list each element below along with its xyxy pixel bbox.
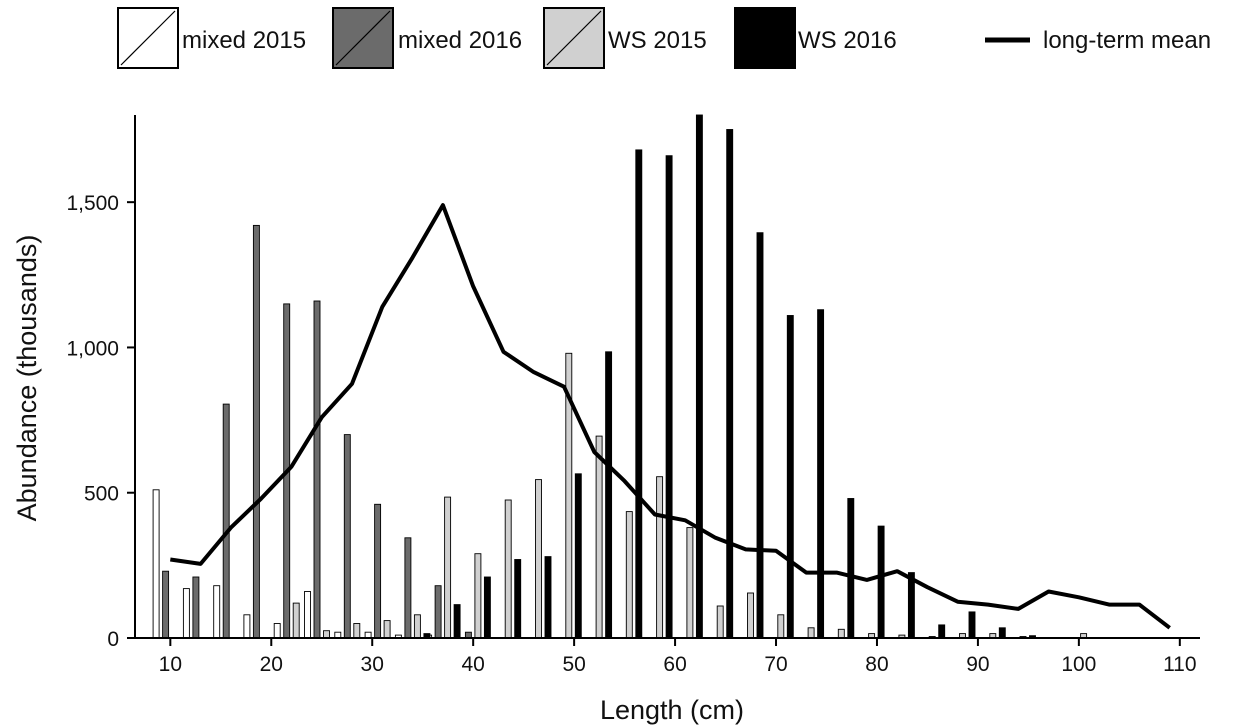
bar-ws-2016: [907, 572, 915, 639]
bar-mixed-2016: [434, 585, 442, 639]
y-axis-title: Abundance (thousands): [12, 235, 42, 522]
legend-item: mixed 2015: [117, 7, 306, 69]
series-line-long-term-mean: [170, 203, 1171, 630]
bar-ws-2016: [544, 556, 552, 639]
bar-ws-2015: [413, 614, 421, 639]
bar-ws-2015: [747, 592, 754, 639]
legend-swatch-diagonal: [546, 10, 602, 66]
bar-ws-2015: [716, 605, 724, 639]
x-tick-label: 20: [260, 653, 283, 676]
bar-ws-2016: [756, 232, 764, 639]
legend-label: mixed 2016: [398, 27, 522, 54]
bar-ws-2016: [695, 114, 703, 639]
legend-label: WS 2016: [798, 27, 897, 54]
plot-area: 10 20 30 40 50 60 70 80 90 100 110 0 500 1,000 1,500: [66, 114, 1200, 676]
bar-ws-2016: [635, 149, 643, 639]
bar-mixed-2016: [374, 503, 382, 639]
bar-ws-2016: [998, 627, 1006, 639]
y-tick-label: 1,500: [66, 192, 119, 215]
axes: 10 20 30 40 50 60 70 80 90 100 110 0 500 1,000 1,500: [66, 115, 1200, 676]
bar-mixed-2016: [252, 224, 260, 639]
bar-ws-2016: [514, 559, 522, 639]
bar-mixed-2016: [222, 403, 230, 639]
legend: mixed 2015 mixed 2016 WS 2015 WS 2016 long-t…: [117, 7, 1211, 69]
bar-mixed-2015: [152, 489, 160, 639]
bar-ws-2015: [353, 623, 361, 639]
bar-ws-2015: [686, 527, 694, 639]
x-tick-label: 80: [865, 653, 888, 676]
x-tick-label: 50: [562, 653, 585, 676]
line-layer: [170, 203, 1171, 630]
x-tick-label: 10: [159, 653, 182, 676]
legend-item: long-term mean: [985, 27, 1211, 54]
x-tick-label: 60: [663, 653, 686, 676]
y-tick-label: 500: [84, 483, 119, 506]
bar-ws-2016: [938, 624, 946, 639]
bar-ws-2016: [968, 611, 976, 639]
bar-ws-2016: [786, 315, 794, 639]
bar-mixed-2015: [273, 623, 281, 639]
x-tick-label: 70: [764, 653, 787, 676]
bar-ws-2015: [625, 511, 633, 639]
bar-ws-2016: [817, 309, 825, 639]
legend-swatch-diagonal: [335, 10, 391, 66]
bar-ws-2015: [535, 479, 542, 639]
x-axis-title: Length (cm): [600, 695, 744, 725]
bar-mixed-2015: [182, 588, 190, 639]
x-tick-label: 110: [1163, 653, 1196, 676]
legend-label: WS 2015: [608, 27, 707, 54]
legend-item: mixed 2016: [332, 7, 522, 69]
bar-ws-2016: [877, 525, 885, 639]
bar-ws-2015: [383, 620, 391, 639]
x-tick-label: 30: [361, 653, 384, 676]
x-tick-label: 100: [1061, 653, 1096, 676]
legend-label: long-term mean: [1043, 27, 1211, 54]
bar-mixed-2015: [243, 614, 251, 639]
bar-ws-2015: [444, 496, 452, 639]
legend-swatch-diagonal: [120, 10, 176, 66]
bar-ws-2016: [483, 576, 491, 639]
legend-item: WS 2016: [734, 7, 897, 69]
x-tick-label: 40: [461, 653, 484, 676]
y-tick-label: 1,000: [66, 337, 119, 360]
bar-mixed-2015: [304, 591, 311, 639]
bar-ws-2015: [474, 553, 482, 639]
bar-ws-2016: [574, 473, 582, 639]
bar-ws-2015: [323, 630, 330, 639]
bar-ws-2015: [504, 499, 512, 639]
bar-ws-2015: [292, 602, 300, 639]
bar-mixed-2016: [404, 537, 412, 639]
bar-ws-2015: [656, 476, 664, 639]
bar-layer: [152, 114, 1088, 639]
y-tick-label: 0: [107, 628, 119, 651]
bar-ws-2015: [595, 435, 603, 639]
bar-ws-2016: [847, 498, 855, 639]
bar-mixed-2016: [162, 570, 170, 639]
bar-ws-2016: [453, 604, 461, 639]
legend-swatch-diagonal: [737, 10, 793, 66]
bar-mixed-2016: [192, 576, 200, 639]
bar-mixed-2016: [313, 300, 321, 639]
x-tick-label: 90: [966, 653, 989, 676]
bar-ws-2016: [605, 351, 613, 639]
bar-ws-2015: [837, 628, 845, 639]
legend-label: mixed 2015: [182, 27, 306, 54]
bar-mixed-2015: [213, 585, 221, 639]
bar-ws-2016: [665, 155, 673, 639]
bar-ws-2016: [726, 129, 734, 639]
legend-item: WS 2015: [543, 7, 707, 69]
bar-ws-2015: [777, 614, 785, 639]
bar-ws-2015: [807, 627, 815, 639]
bar-mixed-2016: [343, 434, 351, 639]
